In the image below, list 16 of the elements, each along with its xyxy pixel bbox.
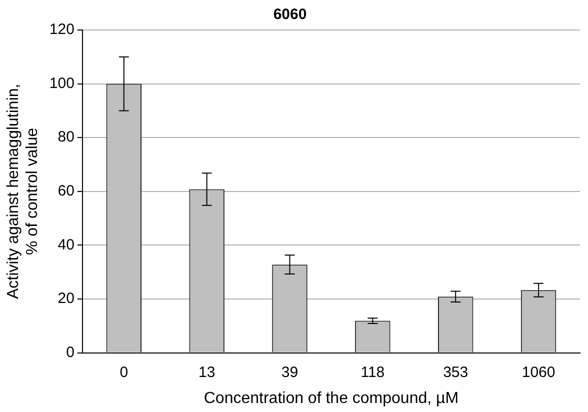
y-tick-label: 80 [58,128,74,146]
x-tick-label: 1060 [522,364,556,381]
y-tick-label: 20 [58,290,74,308]
x-axis-title: Concentration of the compound, µM [204,390,459,407]
x-tick-label: 13 [198,364,216,381]
x-tick-label: 353 [443,364,468,381]
x-tick-label: 118 [360,364,385,381]
y-axis-title: Activity against hemagglutinin, % of control value [5,84,42,300]
x-tick-label: 39 [281,364,298,381]
chart-title: 6060 [273,6,307,24]
y-tick-label: 100 [49,74,74,92]
y-tick-label: 60 [58,182,74,200]
x-tick-label: 0 [120,364,128,381]
y-tick-label: 120 [49,21,74,38]
y-tick-label: 0 [66,344,74,361]
y-tick-label: 40 [58,236,74,254]
